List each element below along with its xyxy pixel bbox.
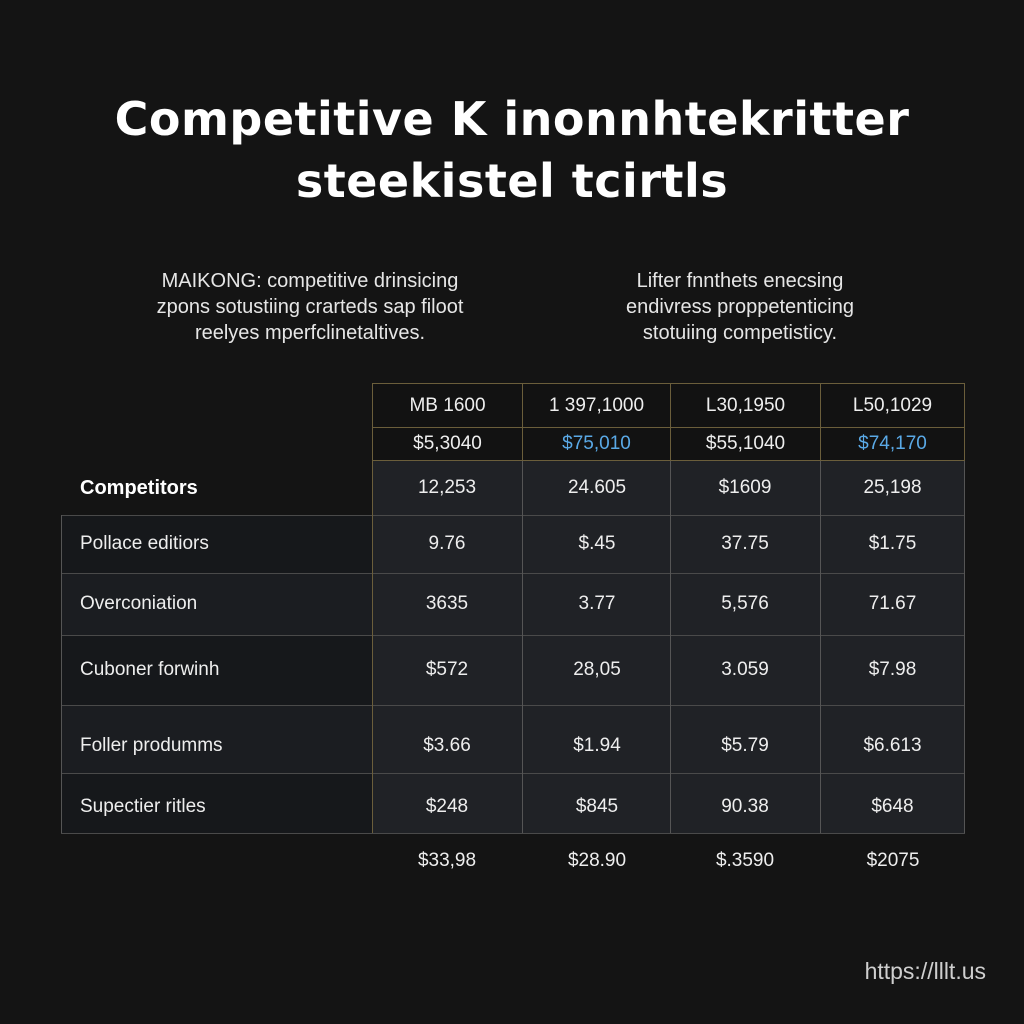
intro-right-line: Lifter fnnthets enecsing: [636, 270, 844, 292]
header-cell: MB 1600: [372, 383, 523, 428]
row-label-background: [61, 635, 372, 705]
table-column-divider: [670, 461, 671, 833]
table-cell: $7.98: [868, 659, 917, 680]
table-rule: [61, 773, 965, 774]
competitors-value: $1609: [718, 477, 772, 498]
title-line-2: steekistel tcirtls: [295, 154, 729, 208]
table-cell: $248: [425, 796, 469, 817]
header-cell: L50,1029: [820, 383, 965, 428]
table-cell: 3.059: [721, 659, 769, 680]
table-cell: $648: [871, 796, 914, 817]
intro-left-line: reelyes mperfclinetaltives.: [194, 322, 426, 344]
intro-left-line: MAIKONG: competitive drinsicing: [161, 270, 459, 292]
row-label-background: [61, 573, 372, 635]
title-line-1: Competitive K inonnhtekritter: [114, 92, 910, 146]
table-rule: [61, 705, 965, 706]
total-value: $28.90: [567, 850, 627, 871]
table-cell: $572: [425, 659, 469, 680]
table-column-divider: [522, 461, 523, 833]
competitors-label: Competitors: [80, 476, 198, 499]
table-border: [964, 461, 965, 833]
table-cell: $845: [575, 796, 619, 817]
row-label: Cuboner forwinh: [80, 659, 220, 680]
table-rule: [61, 833, 965, 834]
header-cell: 1 397,1000: [522, 383, 671, 428]
total-value: $2075: [866, 850, 920, 871]
row-label: Pollace editiors: [80, 533, 209, 554]
page-title: Competitive K inonnhtekritter steekistel…: [0, 88, 1024, 212]
table-cell: $1.94: [573, 735, 621, 756]
row-label: Supectier ritles: [80, 796, 206, 817]
price-header-cell: $55,1040: [670, 427, 821, 461]
row-label-background: [61, 705, 372, 773]
footer-url: https://lllt.us: [864, 958, 986, 984]
table-cell: $1.75: [868, 533, 917, 554]
price-header-cell: $75,010: [522, 427, 671, 461]
total-value: $33,98: [417, 850, 477, 871]
table-cell: $.45: [578, 533, 616, 554]
table-cell: 9.76: [428, 533, 466, 554]
table-rule: [61, 573, 965, 574]
row-label-background: [61, 773, 372, 833]
table-border: [61, 515, 62, 833]
table-body-background: [372, 460, 965, 833]
intro-left-paragraph: MAIKONG: competitive drinsicing zpons so…: [100, 268, 520, 346]
table-cell: 3635: [425, 593, 469, 614]
competitors-value: 25,198: [863, 477, 922, 498]
table-cell: 3.77: [578, 593, 616, 614]
intro-right-line: stotuiing competisticy.: [642, 322, 838, 344]
intro-left-line: zpons sotustiing crarteds sap filoot: [156, 296, 464, 318]
table-column-divider: [820, 461, 821, 833]
intro-right-line: endivress proppetenticing: [626, 296, 854, 318]
table-cell: 28,05: [573, 659, 621, 680]
competitors-value: 24.605: [567, 477, 627, 498]
row-label: Foller produmms: [80, 735, 223, 756]
table-cell: 71.67: [868, 593, 917, 614]
price-header-cell: $5,3040: [372, 427, 523, 461]
price-header-cell: $74,170: [820, 427, 965, 461]
table-column-divider: [372, 461, 373, 833]
table-cell: $5.79: [721, 735, 769, 756]
table-rule: [61, 515, 965, 516]
table-cell: 5,576: [721, 593, 769, 614]
intro-right-paragraph: Lifter fnnthets enecsing endivress propp…: [530, 268, 950, 346]
row-label: Overconiation: [80, 593, 198, 614]
table-rule: [61, 635, 965, 636]
table-cell: 37.75: [721, 533, 769, 554]
table-cell: 90.38: [721, 796, 769, 817]
total-value: $.3590: [715, 850, 775, 871]
competitors-value: 12,253: [417, 477, 477, 498]
row-label-background: [61, 515, 372, 573]
table-cell: $3.66: [423, 735, 471, 756]
header-cell: L30,1950: [670, 383, 821, 428]
table-cell: $6.613: [863, 735, 922, 756]
